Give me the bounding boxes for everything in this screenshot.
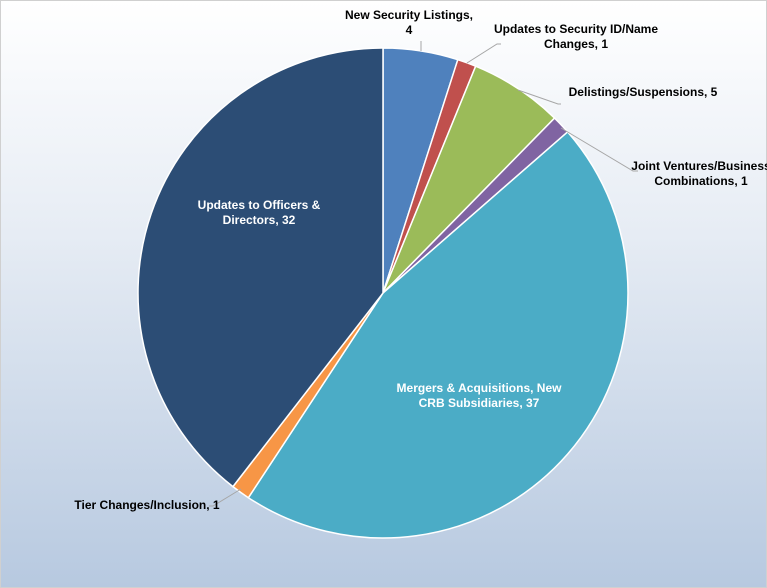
label-line: Updates to Officers & (197, 198, 321, 212)
pie-slice-updates-to-officers-directors (137, 47, 384, 488)
label-line: 4 (405, 23, 413, 37)
data-label-new-listings: New Security Listings, 4 (345, 8, 473, 38)
data-label-delistings: Delistings/Suspensions, 5 (569, 85, 718, 100)
label-line: Delistings/Suspensions, 5 (568, 85, 718, 99)
pie-slice-mergers-acquisitions-new-crb-subsidiaries (247, 130, 629, 539)
leader-line-joint-ventures (560, 127, 638, 172)
label-line: Combinations, 1 (654, 174, 748, 188)
label-line: New Security Listings, (344, 8, 474, 22)
label-line: Updates to Security ID/Name (493, 22, 659, 36)
leader-line-security-id (466, 43, 501, 64)
data-label-mergers: Mergers & Acquisitions, New CRB Subsidiar… (397, 381, 562, 411)
data-label-security-id: Updates to Security ID/Name Changes, 1 (494, 22, 658, 52)
label-line: Directors, 32 (222, 213, 296, 227)
data-label-tier-changes: Tier Changes/Inclusion, 1 (74, 498, 219, 513)
label-line: Tier Changes/Inclusion, 1 (74, 498, 220, 512)
leader-line-delistings (517, 89, 561, 105)
data-label-joint-ventures: Joint Ventures/Business Combinations, 1 (631, 159, 767, 189)
label-line: Joint Ventures/Business (631, 159, 767, 173)
label-line: Mergers & Acquisitions, New (396, 381, 562, 395)
leader-line-tier-changes (209, 488, 242, 507)
label-line: Changes, 1 (543, 37, 609, 51)
data-label-officers: Updates to Officers & Directors, 32 (198, 198, 321, 228)
label-line: CRB Subsidiaries, 37 (418, 396, 540, 410)
